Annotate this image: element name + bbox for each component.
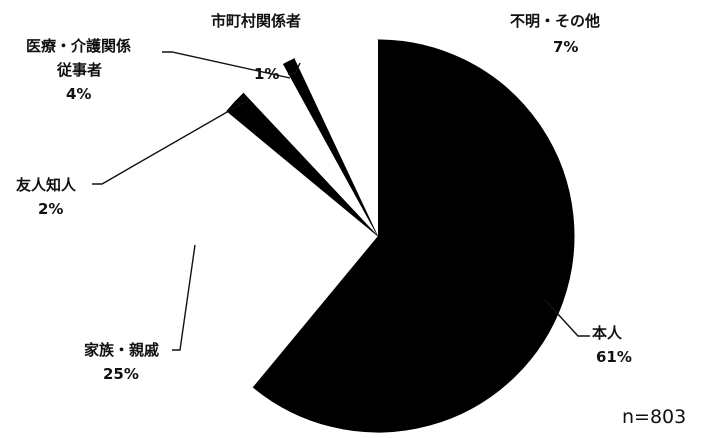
percent-yujin: 2% — [38, 200, 63, 218]
label-shichoson: 市町村関係者 — [211, 12, 301, 30]
leader-line-iryo — [162, 51, 291, 79]
sample-size-note: n=803 — [622, 406, 686, 428]
percent-shichoson: 1% — [254, 65, 279, 83]
label-honnin: 本人 — [592, 324, 623, 342]
percent-fumei: 7% — [553, 38, 578, 56]
slice-honnin — [252, 39, 575, 433]
slice-iryo — [243, 64, 378, 237]
slice-yujin — [226, 92, 379, 237]
label-fumei: 不明・その他 — [510, 12, 600, 30]
label-iryo-line2: 従事者 — [56, 61, 102, 79]
leader-line-yujin — [92, 99, 249, 185]
slice-shichoson — [282, 57, 379, 237]
slice-kazoku — [181, 111, 378, 388]
label-yujin: 友人知人 — [16, 176, 77, 194]
percent-honnin: 61% — [596, 348, 632, 366]
percent-kazoku: 25% — [103, 365, 139, 383]
slice-fumei — [294, 39, 378, 236]
label-iryo-line1: 医療・介護関係 — [26, 37, 131, 55]
leader-line-shichoson — [288, 62, 301, 75]
leader-line-honnin — [544, 299, 590, 337]
label-kazoku: 家族・親戚 — [84, 341, 159, 359]
leader-line-kazoku — [172, 244, 196, 351]
pie-slices — [181, 39, 575, 433]
percent-iryo: 4% — [66, 85, 91, 103]
